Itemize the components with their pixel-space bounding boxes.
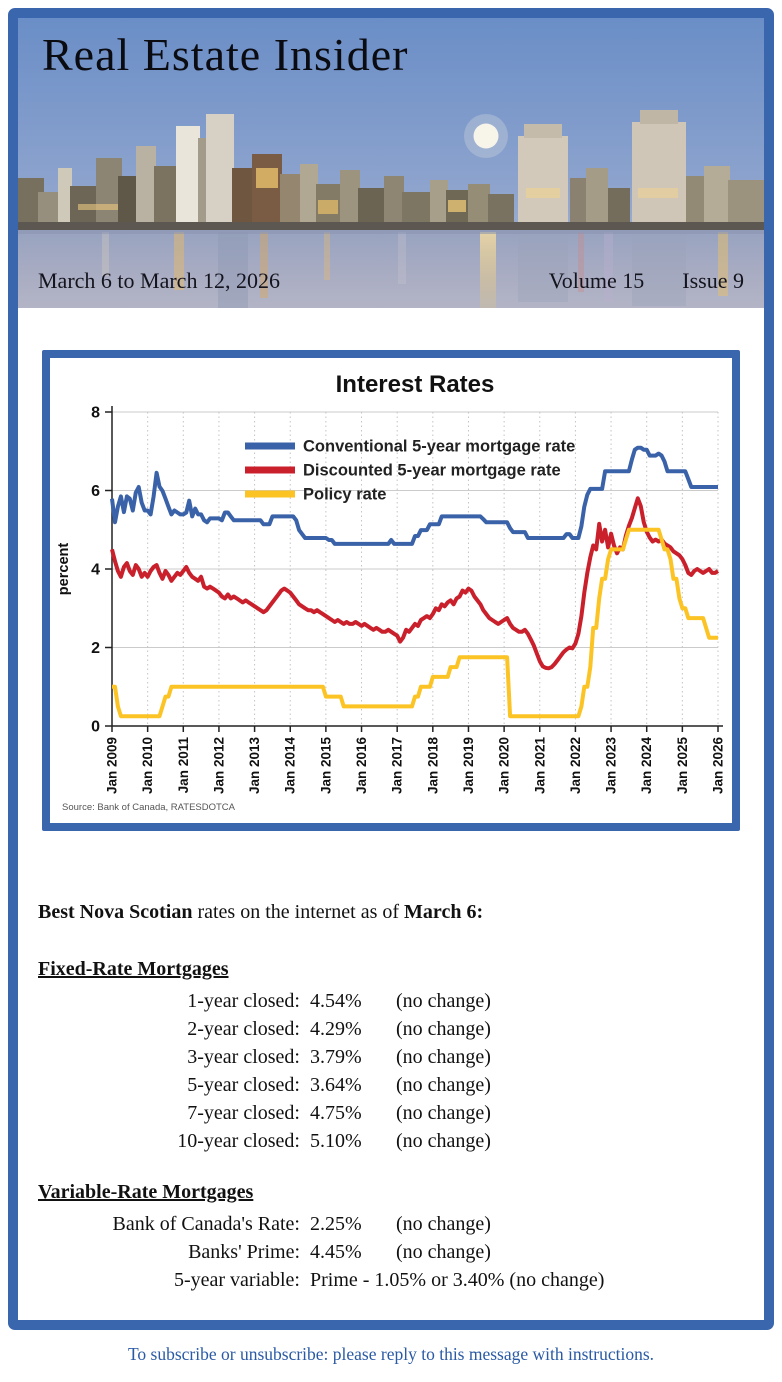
rate-note: (no change) xyxy=(396,1213,491,1235)
x-tick-label: Jan 2023 xyxy=(604,737,619,795)
x-tick-label: Jan 2014 xyxy=(283,737,298,795)
y-tick-label: 4 xyxy=(91,562,100,579)
intro-bold-region: Best Nova Scotian xyxy=(38,901,193,923)
volume-label: Volume 15 xyxy=(548,268,645,293)
x-tick-label: Jan 2022 xyxy=(568,737,583,794)
rate-row: 2-year closed: 4.29% (no change) xyxy=(38,1015,764,1043)
skyline-buildings xyxy=(18,110,764,232)
x-tick-label: Jan 2018 xyxy=(425,737,440,795)
newsletter-frame: Real Estate Insider March 6 to March 12,… xyxy=(8,8,774,1330)
series-discounted-line xyxy=(110,496,720,671)
skyline-photo xyxy=(18,18,764,308)
water xyxy=(18,230,764,308)
x-tick-label: Jan 2025 xyxy=(675,737,690,795)
rate-label: Bank of Canada's Rate: xyxy=(112,1213,300,1235)
rate-value: 5.10% xyxy=(310,1130,362,1152)
y-tick-label: 8 xyxy=(91,405,100,422)
rate-label: 5-year closed: xyxy=(187,1074,300,1096)
date-range: March 6 to March 12, 2026 xyxy=(38,268,280,293)
y-tick-label: 6 xyxy=(91,483,100,500)
rate-value: 4.54% xyxy=(310,990,362,1012)
rate-label: 10-year closed: xyxy=(177,1130,300,1152)
rate-row: 5-year variable: Prime - 1.05% or 3.40% (… xyxy=(38,1266,764,1294)
series-policy-line xyxy=(112,527,718,719)
rate-row: 10-year closed: 5.10% (no change) xyxy=(38,1127,764,1155)
rate-note: (no change) xyxy=(396,1018,491,1040)
x-tick-label: Jan 2019 xyxy=(461,737,476,794)
x-tick-label: Jan 2020 xyxy=(497,737,512,794)
x-tick-label: Jan 2009 xyxy=(105,737,120,794)
variable-rate-heading: Variable-Rate Mortgages xyxy=(38,1181,254,1203)
rate-note: (no change) xyxy=(396,990,491,1012)
x-tick-label: Jan 2011 xyxy=(176,737,191,794)
header-photo: Real Estate Insider March 6 to March 12,… xyxy=(18,18,764,308)
x-tick-label: Jan 2024 xyxy=(639,737,654,795)
rate-row: Banks' Prime: 4.45% (no change) xyxy=(38,1238,764,1266)
x-tick-label: Jan 2017 xyxy=(390,737,405,794)
y-tick-label: 2 xyxy=(91,640,100,657)
dateline: March 6 to March 12, 2026 Volume 15 Issue… xyxy=(18,268,764,294)
chart-title: Interest Rates xyxy=(336,371,495,398)
volume-issue: Volume 15 Issue 9 xyxy=(511,268,744,294)
rates-intro: Best Nova Scotian rates on the internet … xyxy=(38,901,764,924)
rate-label: 2-year closed: xyxy=(187,1018,300,1040)
rate-label: 1-year closed: xyxy=(187,990,300,1012)
rate-row: 7-year closed: 4.75% (no change) xyxy=(38,1099,764,1127)
rates-section: Best Nova Scotian rates on the internet … xyxy=(38,901,764,1294)
rate-note: (no change) xyxy=(396,1046,491,1068)
rate-label: 5-year variable: xyxy=(173,1269,300,1291)
intro-bold-date: March 6: xyxy=(404,901,484,923)
series-conventional-line xyxy=(110,445,718,546)
y-tick-label: 0 xyxy=(91,719,100,736)
issue-label: Issue 9 xyxy=(682,268,744,293)
rate-note: (no change) xyxy=(396,1074,491,1096)
x-tick-label: Jan 2016 xyxy=(354,737,369,795)
fixed-rate-heading: Fixed-Rate Mortgages xyxy=(38,958,229,980)
chart-box: Jan 2009 Jan 2010 Jan 2011 Jan 2012 Jan 2013… xyxy=(42,350,740,831)
rate-note: (no change) xyxy=(396,1102,491,1124)
x-tick-label: Jan 2010 xyxy=(140,737,155,794)
water-reflections xyxy=(18,230,764,308)
x-tick-label: Jan 2026 xyxy=(711,737,726,795)
legend-label: Conventional 5-year mortgage rate xyxy=(303,438,575,456)
rate-note: (no change) xyxy=(396,1130,491,1152)
rate-value: Prime - 1.05% or 3.40% (no change) xyxy=(310,1269,605,1291)
rate-label: 3-year closed: xyxy=(187,1046,300,1068)
intro-middle: rates on the internet as of xyxy=(192,901,405,923)
rate-note: (no change) xyxy=(396,1241,491,1263)
interest-rates-chart: Jan 2009 Jan 2010 Jan 2011 Jan 2012 Jan 2013… xyxy=(56,371,726,813)
x-tick-label: Jan 2021 xyxy=(532,737,547,795)
legend-label: Discounted 5-year mortgage rate xyxy=(303,462,561,480)
x-tick-label: Jan 2013 xyxy=(247,737,262,795)
variable-rate-section: Variable-Rate Mortgages Bank of Canada's… xyxy=(38,1181,764,1294)
rate-row: 5-year closed: 3.64% (no change) xyxy=(38,1071,764,1099)
rate-value: 4.75% xyxy=(310,1102,362,1124)
y-axis-label: percent xyxy=(56,543,72,596)
legend-label: Policy rate xyxy=(303,486,386,504)
rate-value: 3.79% xyxy=(310,1046,362,1068)
newsletter-title: Real Estate Insider xyxy=(42,29,409,80)
rate-label: Banks' Prime: xyxy=(188,1241,300,1263)
moon-icon xyxy=(473,123,499,149)
rate-row: 3-year closed: 3.79% (no change) xyxy=(38,1043,764,1071)
rate-value: 3.64% xyxy=(310,1074,362,1096)
subscribe-note: To subscribe or unsubscribe: please repl… xyxy=(127,1344,655,1364)
x-tick-label: Jan 2015 xyxy=(318,737,333,795)
rate-row: 1-year closed: 4.54% (no change) xyxy=(38,987,764,1015)
building-lights xyxy=(78,168,678,214)
rate-label: 7-year closed: xyxy=(187,1102,300,1124)
x-tick-label: Jan 2012 xyxy=(211,737,226,794)
rate-value: 4.29% xyxy=(310,1018,362,1040)
fixed-rate-section: Fixed-Rate Mortgages 1-year closed: 4.54%… xyxy=(38,958,764,1155)
chart-source: Source: Bank of Canada, RATESDOTCA xyxy=(62,802,236,813)
rate-row: Bank of Canada's Rate: 2.25% (no change) xyxy=(38,1210,764,1238)
rate-value: 4.45% xyxy=(310,1241,362,1263)
rate-value: 2.25% xyxy=(310,1213,362,1235)
